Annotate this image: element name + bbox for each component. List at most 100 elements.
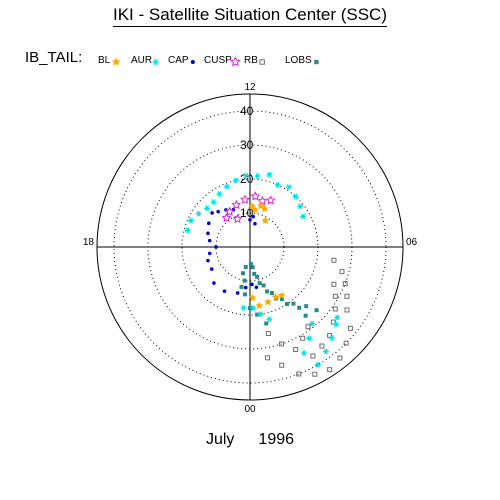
- data-point: [305, 324, 311, 330]
- legend-entry-label: CAP: [168, 55, 189, 66]
- data-point: [265, 355, 271, 361]
- data-point: [331, 257, 337, 263]
- data-point: [314, 308, 319, 313]
- data-point: [322, 348, 329, 355]
- legend-entry-label: BL: [98, 55, 111, 66]
- angular-tick-label: 12: [244, 82, 256, 93]
- data-point: [232, 177, 239, 184]
- data-point: [266, 316, 273, 323]
- data-point: [251, 214, 255, 219]
- legend-marker-icon: [190, 60, 195, 64]
- data-point: [209, 267, 214, 271]
- data-point: [232, 213, 243, 224]
- legend-marker-icon: [112, 57, 121, 66]
- data-point: [243, 292, 248, 297]
- legend-entry-label: LOBS: [285, 55, 312, 66]
- angular-tick-label: 00: [244, 404, 256, 415]
- data-point: [214, 245, 218, 249]
- data-point: [223, 183, 230, 190]
- data-point: [257, 311, 264, 318]
- data-point: [304, 304, 309, 309]
- data-point: [285, 184, 292, 191]
- data-point: [342, 281, 348, 287]
- data-point: [331, 281, 337, 287]
- data-point: [222, 289, 227, 293]
- data-point: [328, 335, 335, 341]
- data-point: [332, 306, 338, 312]
- data-point: [269, 291, 274, 296]
- data-point: [257, 195, 268, 206]
- data-point: [312, 371, 318, 377]
- data-point: [292, 193, 299, 200]
- data-point: [257, 281, 262, 286]
- radial-tick-label: 10: [240, 206, 254, 220]
- data-point: [250, 282, 254, 287]
- data-point: [251, 205, 259, 214]
- data-point: [206, 258, 210, 263]
- data-point: [257, 201, 265, 210]
- data-point: [277, 291, 286, 299]
- angular-tick-label: 06: [406, 237, 418, 248]
- data-point: [264, 298, 272, 306]
- data-point: [301, 350, 308, 356]
- data-point: [264, 321, 269, 326]
- data-point: [250, 191, 261, 201]
- data-point: [250, 305, 257, 312]
- data-point: [309, 320, 316, 327]
- legend: BL AUR CAP CUSP RB LOBS: [98, 55, 319, 67]
- data-point: [327, 367, 333, 373]
- data-point: [210, 199, 217, 206]
- data-point: [204, 205, 211, 212]
- angular-tick-label: 18: [83, 237, 95, 248]
- data-point: [315, 361, 321, 368]
- data-point: [319, 343, 325, 349]
- data-point: [248, 202, 256, 210]
- data-point: [300, 335, 306, 341]
- chart-title: IKI - Satellite Situation Center (SSC): [0, 5, 500, 27]
- data-point: [255, 301, 264, 309]
- data-point: [344, 293, 350, 299]
- data-point: [261, 283, 266, 288]
- legend-marker-icon: [259, 59, 265, 65]
- data-point: [195, 210, 202, 217]
- data-point: [271, 293, 280, 301]
- data-point: [240, 271, 245, 276]
- legend-marker-icon: [230, 56, 241, 67]
- date-caption: July 1996: [0, 431, 500, 449]
- radial-tick-label: 30: [240, 138, 254, 152]
- data-point: [212, 281, 216, 285]
- legend-entry-label: RB: [244, 55, 258, 66]
- data-point: [265, 289, 270, 294]
- data-point: [279, 341, 285, 347]
- data-point: [332, 293, 338, 299]
- data-point: [243, 285, 248, 290]
- data-point: [337, 355, 343, 361]
- data-point: [265, 330, 271, 336]
- legend-marker-icon: [152, 58, 160, 66]
- data-point: [266, 171, 273, 178]
- legend-entry-label: CUSP: [204, 55, 232, 66]
- data-point: [206, 221, 211, 225]
- data-point: [293, 346, 299, 352]
- data-point: [265, 195, 276, 205]
- data-point: [248, 306, 252, 311]
- data-point: [303, 313, 308, 318]
- data-point: [279, 362, 285, 368]
- data-point: [187, 217, 194, 224]
- data-point: [274, 181, 281, 188]
- data-point: [261, 216, 270, 224]
- data-point: [243, 264, 248, 269]
- data-point: [279, 297, 284, 302]
- data-point: [216, 191, 223, 197]
- date-month: July: [205, 431, 235, 448]
- data-point: [239, 284, 244, 289]
- data-point: [248, 261, 253, 266]
- data-point: [242, 278, 247, 283]
- data-point: [297, 203, 304, 210]
- radial-tick-label: 40: [240, 104, 254, 118]
- date-year: 1996: [258, 431, 295, 448]
- data-point: [255, 274, 260, 279]
- data-point: [254, 173, 261, 179]
